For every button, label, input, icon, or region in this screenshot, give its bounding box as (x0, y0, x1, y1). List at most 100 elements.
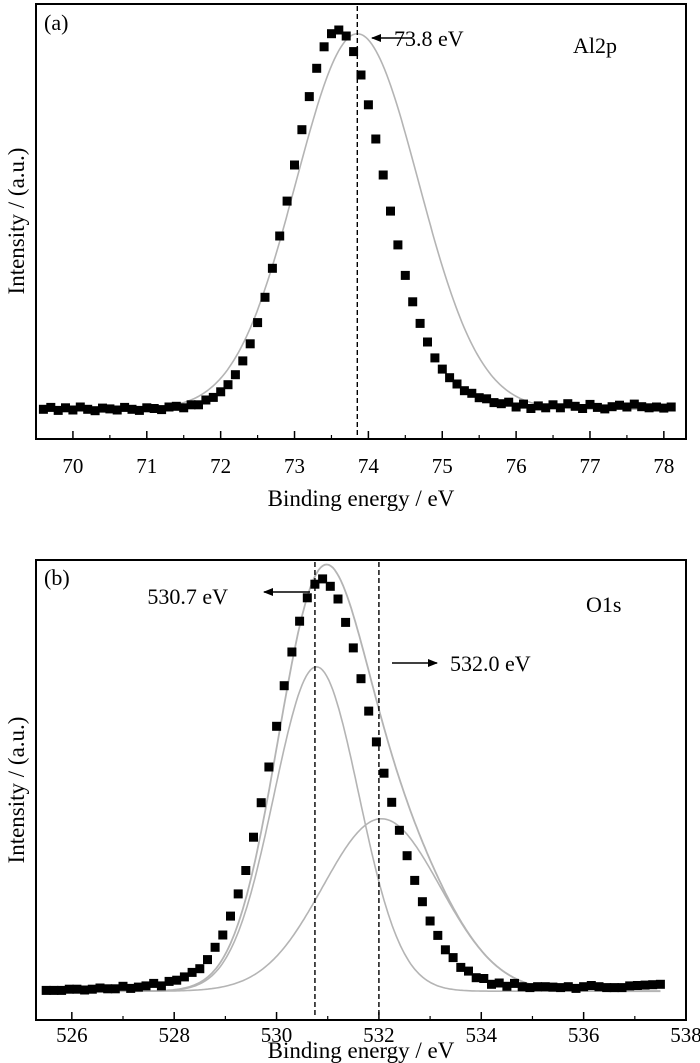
data-point (256, 798, 266, 808)
data-point (578, 404, 588, 413)
data-point (118, 981, 128, 991)
data-point (233, 889, 243, 899)
data-point (437, 364, 447, 374)
data-point (290, 160, 299, 170)
data-point (83, 404, 93, 414)
data-point (452, 379, 462, 389)
panel-b: 526 528 530 532 534 536 538 530.7 eV 532.0 eV (… (4, 559, 700, 1063)
data-point (208, 392, 218, 402)
data-point (533, 982, 543, 992)
data-point (555, 403, 565, 413)
data-point (408, 297, 418, 307)
data-point (349, 47, 359, 57)
data-points-b (41, 574, 665, 995)
data-point (364, 706, 374, 716)
element-label-a: Al2p (573, 33, 617, 58)
data-point (440, 945, 450, 955)
x-tick-label: 536 (568, 1023, 600, 1047)
data-point (504, 397, 514, 407)
data-point (134, 405, 144, 415)
data-point (563, 982, 573, 992)
data-point (218, 930, 228, 940)
x-tick-label: 70 (62, 454, 83, 478)
x-tick-label: 74 (358, 454, 380, 478)
data-point (72, 984, 82, 994)
data-point (348, 643, 358, 653)
data-point (459, 386, 469, 396)
fit-curve (46, 665, 661, 992)
data-point (474, 393, 484, 403)
data-point (622, 402, 632, 412)
annotation-label: 530.7 eV (147, 584, 228, 609)
data-point (556, 983, 566, 993)
data-point (517, 982, 527, 992)
data-point (334, 25, 344, 35)
data-point (594, 982, 604, 992)
data-point (75, 402, 85, 412)
data-point (210, 942, 220, 952)
data-point (592, 402, 602, 412)
fit-curves-b (46, 563, 661, 993)
data-point (38, 404, 48, 414)
data-point (90, 406, 100, 416)
panel-label-b: (b) (44, 565, 70, 590)
data-point (525, 983, 535, 993)
data-point (105, 404, 115, 414)
data-point (279, 681, 289, 691)
data-point (586, 981, 596, 990)
annotations-a: 73.8 eV (371, 26, 464, 51)
data-point (203, 955, 212, 965)
data-point (548, 400, 558, 410)
data-point (95, 983, 105, 993)
data-point (371, 737, 381, 747)
data-point (371, 134, 381, 144)
fit-curve (46, 818, 661, 992)
data-point (400, 270, 410, 280)
fit-envelope (46, 563, 661, 993)
data-point (245, 339, 255, 349)
data-point (423, 337, 432, 347)
data-point (87, 984, 97, 994)
data-point (363, 100, 373, 110)
data-point (433, 930, 443, 940)
data-point (267, 263, 277, 273)
data-point (570, 401, 580, 411)
data-point (379, 768, 389, 778)
annotation-label: 73.8 eV (394, 26, 464, 51)
data-point (164, 976, 174, 986)
data-point (341, 31, 351, 41)
data-point (302, 593, 312, 603)
data-point (540, 982, 550, 992)
panel-a: 70 71 72 73 74 75 76 77 78 73.8 eV (a) Al2p Bind… (4, 3, 687, 511)
data-point (249, 832, 258, 842)
data-point (241, 866, 251, 875)
data-point (230, 370, 240, 380)
x-ticks-a: 70 71 72 73 74 75 76 77 78 (62, 431, 674, 478)
data-point (482, 394, 492, 404)
data-point (156, 981, 166, 991)
data-points-a (38, 25, 676, 416)
annotation-label: 532.0 eV (450, 651, 531, 676)
data-point (310, 579, 320, 589)
data-point (282, 196, 292, 206)
data-point (541, 403, 551, 413)
data-point (456, 962, 466, 972)
data-point (393, 240, 403, 250)
plot-frame-a (35, 3, 687, 440)
data-point (195, 964, 205, 974)
data-point (526, 404, 536, 413)
data-point (216, 387, 226, 397)
data-point (464, 966, 473, 976)
data-point (519, 399, 528, 409)
data-point (632, 981, 642, 990)
reference-lines-b (314, 562, 380, 1018)
data-point (41, 985, 51, 995)
data-point (164, 402, 174, 412)
x-tick-label: 78 (653, 454, 674, 478)
data-point (327, 29, 336, 39)
data-point (275, 231, 285, 241)
data-point (479, 974, 489, 983)
data-point (378, 170, 388, 180)
data-point (356, 674, 366, 684)
